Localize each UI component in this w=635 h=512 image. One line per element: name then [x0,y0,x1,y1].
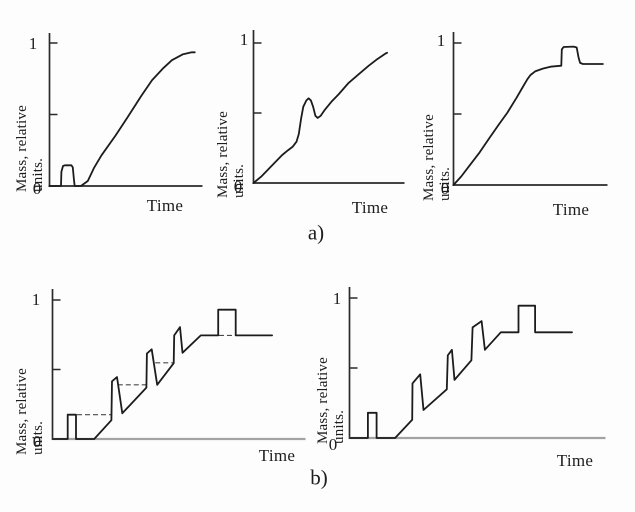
origin-label: 0 [328,435,338,454]
y-tick-label-one: 1 [436,31,446,50]
mass-curve [51,308,273,440]
mass-curve [252,51,388,184]
y-axis-title-line2: units. [30,157,46,192]
y-axis-title-line2: units. [231,163,247,198]
y-axis-title: Mass, relative units. [421,55,453,201]
y-axis-title: Mass, relative units. [315,298,347,444]
y-axis-title: Mass, relative units. [14,46,46,192]
x-axis-label: Time [258,446,296,465]
y-axis-title-line1: Mass, relative [14,368,30,455]
x-axis-label: Time [351,198,389,217]
row-b-caption: b) [310,465,328,490]
y-axis-title-line1: Mass, relative [315,357,331,444]
y-axis-title-line1: Mass, relative [421,114,437,201]
mass-curve [48,51,196,187]
origin-label: 0 [233,177,243,196]
y-axis-title-line1: Mass, relative [215,111,231,198]
y-axis-title-line1: Mass, relative [14,105,30,192]
y-axis-title-line2: units. [437,166,453,201]
row-a-caption: a) [307,220,325,245]
mass-curve [348,304,573,439]
origin-label: 0 [440,179,450,198]
mass-curve [452,45,604,186]
x-axis-label: Time [556,451,594,470]
origin-label: 0 [32,432,42,451]
y-axis-title: Mass, relative units. [215,52,247,198]
origin-label: 0 [32,179,42,198]
y-axis-title-line2: units. [331,409,347,444]
x-axis-label: Time [552,200,590,219]
y-tick-label-one: 1 [239,30,249,49]
y-tick-label-one: 1 [28,34,38,53]
x-axis-label: Time [146,196,184,215]
y-axis-title: Mass, relative units. [14,309,46,455]
y-tick-label-one: 1 [31,290,41,309]
y-axis-title-line2: units. [30,420,46,455]
y-tick-label-one: 1 [332,289,342,308]
